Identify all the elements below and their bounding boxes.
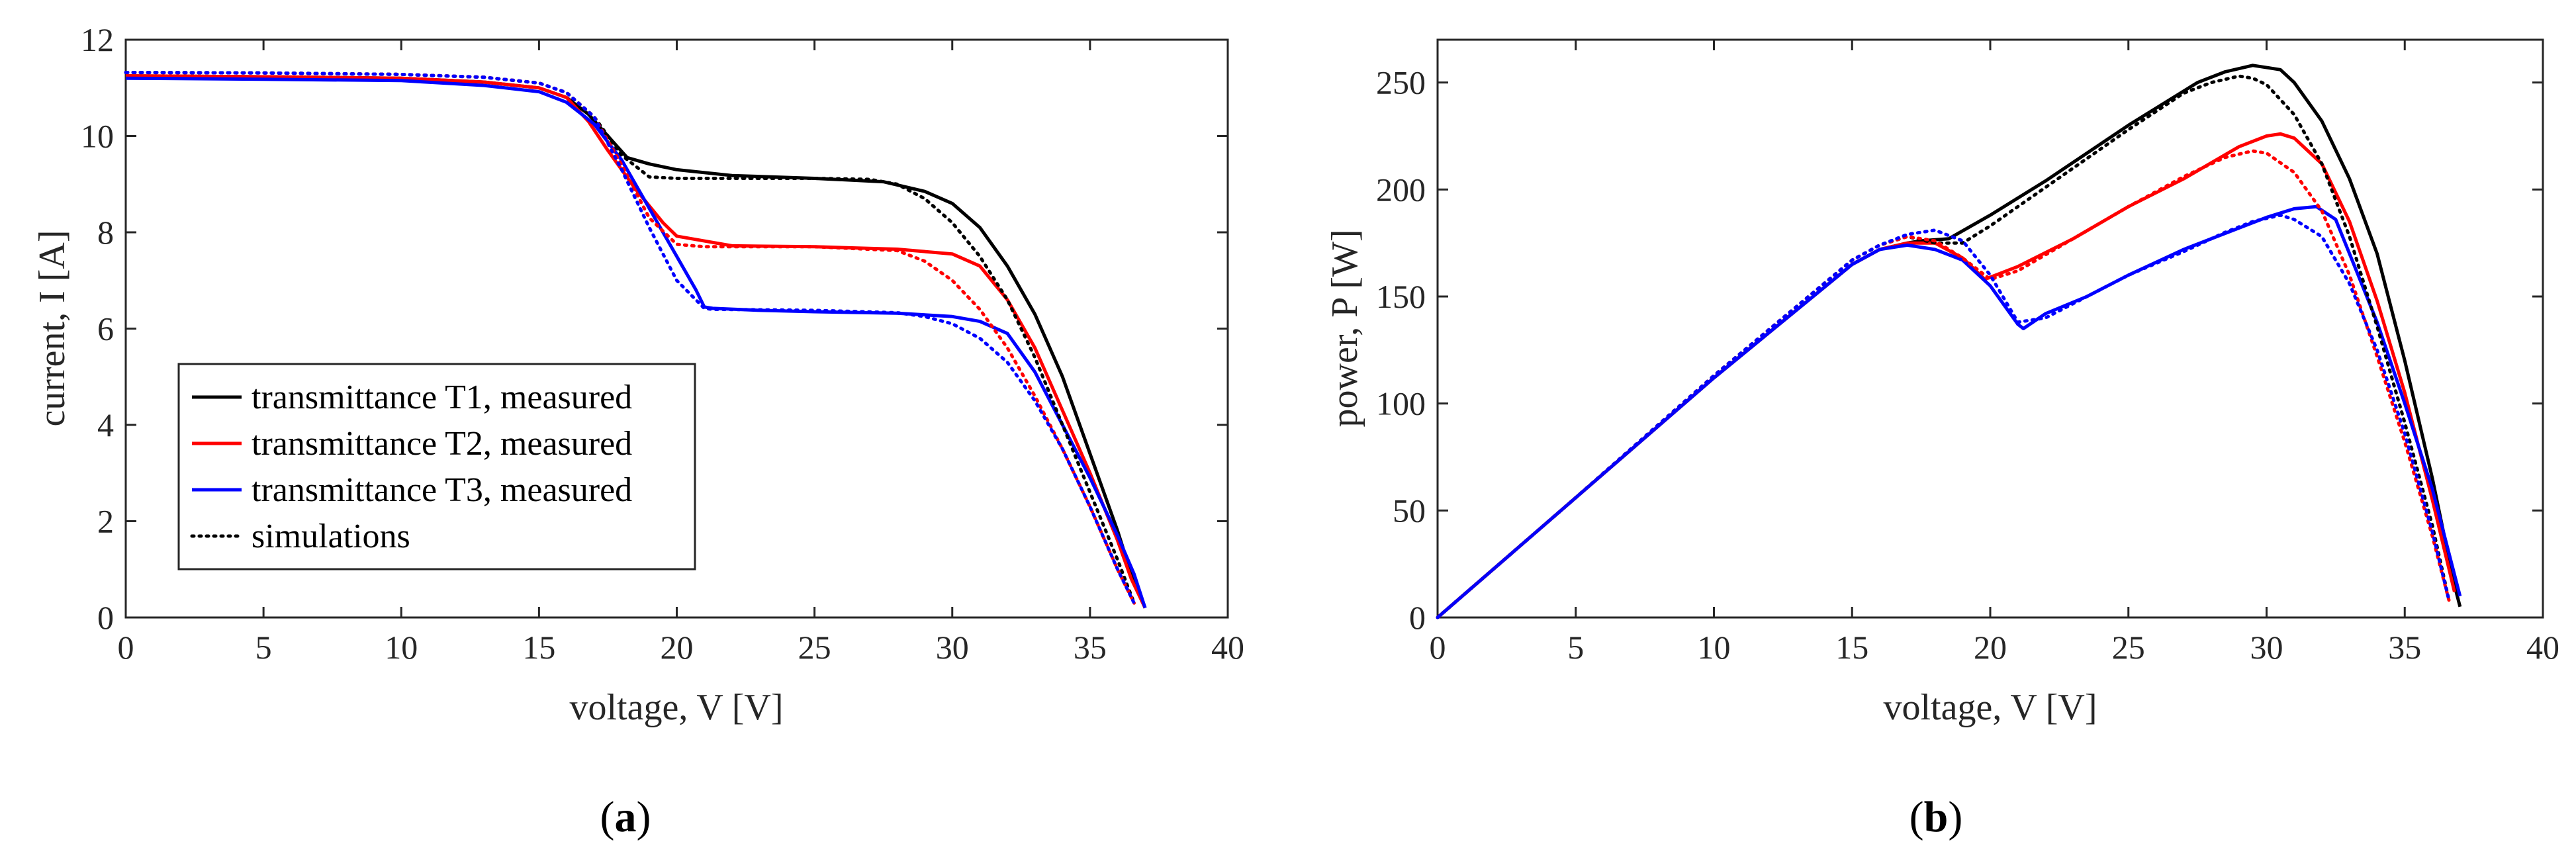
y-tick-label-a: 8 <box>97 214 114 251</box>
legend-label: transmittance T1, measured <box>252 379 632 416</box>
chart-panel-b: 0 5 10 15 20 25 30 35 40 0 50 100 150 200 250 voltage,… <box>1324 38 2559 841</box>
x-tick-label-b: 0 <box>1430 629 1446 666</box>
x-tick-label-a: 20 <box>661 629 694 666</box>
x-tick-label-a: 0 <box>118 629 134 666</box>
y-tick-label-a: 6 <box>97 310 114 347</box>
x-tick-label-a: 15 <box>522 629 555 666</box>
caption-a: (a) <box>600 793 651 841</box>
x-tick-label-b: 5 <box>1567 629 1584 666</box>
y-tick-label-b: 50 <box>1393 492 1426 529</box>
y-tick-label-b: 150 <box>1376 278 1426 315</box>
x-tick-label-a: 10 <box>385 629 418 666</box>
x-tick-label-a: 40 <box>1211 629 1244 666</box>
x-tick-label-a: 30 <box>936 629 969 666</box>
x-tick-label-b: 25 <box>2112 629 2145 666</box>
y-tick-label-a: 10 <box>81 118 114 155</box>
legend-label: simulations <box>252 518 410 555</box>
x-tick-label-b: 20 <box>1974 629 2007 666</box>
series-line-b-5 <box>1436 213 2451 619</box>
x-tick-label-b: 40 <box>2526 629 2559 666</box>
y-tick-label-b: 250 <box>1376 64 1426 101</box>
series-line-a-5 <box>124 71 1136 605</box>
x-tick-label-b: 10 <box>1698 629 1731 666</box>
y-tick-label-a: 4 <box>97 406 114 443</box>
x-axis-label-a: voltage, V [V] <box>570 687 784 728</box>
y-tick-label-b: 0 <box>1409 599 1426 636</box>
y-axis-label-b: power, P [W] <box>1324 230 1365 428</box>
x-axis-label-b: voltage, V [V] <box>1884 687 2097 728</box>
y-tick-label-a: 0 <box>97 599 114 636</box>
x-tick-label-b: 15 <box>1835 629 1868 666</box>
x-tick-label-a: 35 <box>1074 629 1107 666</box>
series-lines-a <box>124 71 1147 609</box>
x-tick-label-a: 5 <box>255 629 272 666</box>
ticks-a: 0 5 10 15 20 25 30 35 40 0 2 4 6 8 10 12 <box>81 21 1244 666</box>
legend-a: transmittance T1, measured transmittance … <box>177 363 696 570</box>
y-tick-label-a: 2 <box>97 503 114 540</box>
y-axis-label-a: current, I [A] <box>32 230 73 427</box>
series-line-a-1 <box>125 74 1147 609</box>
plot-area-b <box>1436 38 2544 619</box>
x-tick-label-b: 35 <box>2388 629 2421 666</box>
x-tick-label-a: 25 <box>798 629 831 666</box>
legend-label: transmittance T2, measured <box>252 425 632 463</box>
y-tick-label-b: 100 <box>1376 385 1426 422</box>
legend-box <box>177 363 696 570</box>
chart-panel-a: 0 5 10 15 20 25 30 35 40 0 2 4 6 8 10 12 transmittance … <box>32 21 1244 841</box>
caption-b: (b) <box>1909 793 1963 841</box>
ticks-b: 0 5 10 15 20 25 30 35 40 0 50 100 150 200 250 <box>1376 40 2559 666</box>
y-tick-label-b: 200 <box>1376 171 1426 208</box>
series-lines-b <box>1436 64 2462 619</box>
y-tick-label-a: 12 <box>81 21 114 58</box>
x-tick-label-b: 30 <box>2250 629 2283 666</box>
legend-label: transmittance T3, measured <box>252 471 632 509</box>
